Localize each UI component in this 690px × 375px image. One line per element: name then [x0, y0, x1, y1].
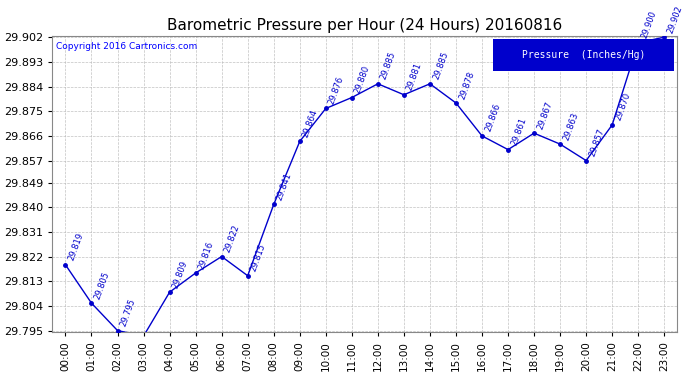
Text: 29.885: 29.885 [431, 51, 450, 81]
Text: 29.822: 29.822 [223, 224, 241, 254]
Text: 29.902: 29.902 [666, 4, 684, 34]
Text: 29.816: 29.816 [197, 240, 215, 270]
Text: 29.880: 29.880 [353, 64, 372, 95]
Text: 29.815: 29.815 [249, 243, 268, 273]
Text: 29.819: 29.819 [67, 232, 86, 262]
Text: 29.900: 29.900 [640, 10, 658, 40]
Text: 29.864: 29.864 [301, 108, 319, 139]
Text: 29.863: 29.863 [562, 111, 580, 141]
Text: Copyright 2016 Cartronics.com: Copyright 2016 Cartronics.com [56, 42, 197, 51]
Text: 29.866: 29.866 [484, 102, 502, 133]
Text: 29.841: 29.841 [275, 171, 293, 202]
Text: 29.876: 29.876 [327, 75, 346, 106]
Text: 29.809: 29.809 [171, 259, 189, 290]
Text: 29.867: 29.867 [535, 100, 554, 130]
Text: 29.878: 29.878 [457, 70, 476, 100]
Text: 29.881: 29.881 [405, 62, 424, 92]
Text: 29.885: 29.885 [380, 51, 397, 81]
Text: 29.861: 29.861 [509, 116, 528, 147]
Text: 29.805: 29.805 [93, 270, 111, 300]
Text: 29.857: 29.857 [587, 128, 606, 158]
Text: 29.795: 29.795 [119, 297, 137, 328]
Text: 29.793: 29.793 [0, 374, 1, 375]
Text: 29.870: 29.870 [613, 92, 632, 122]
Title: Barometric Pressure per Hour (24 Hours) 20160816: Barometric Pressure per Hour (24 Hours) … [167, 18, 562, 33]
